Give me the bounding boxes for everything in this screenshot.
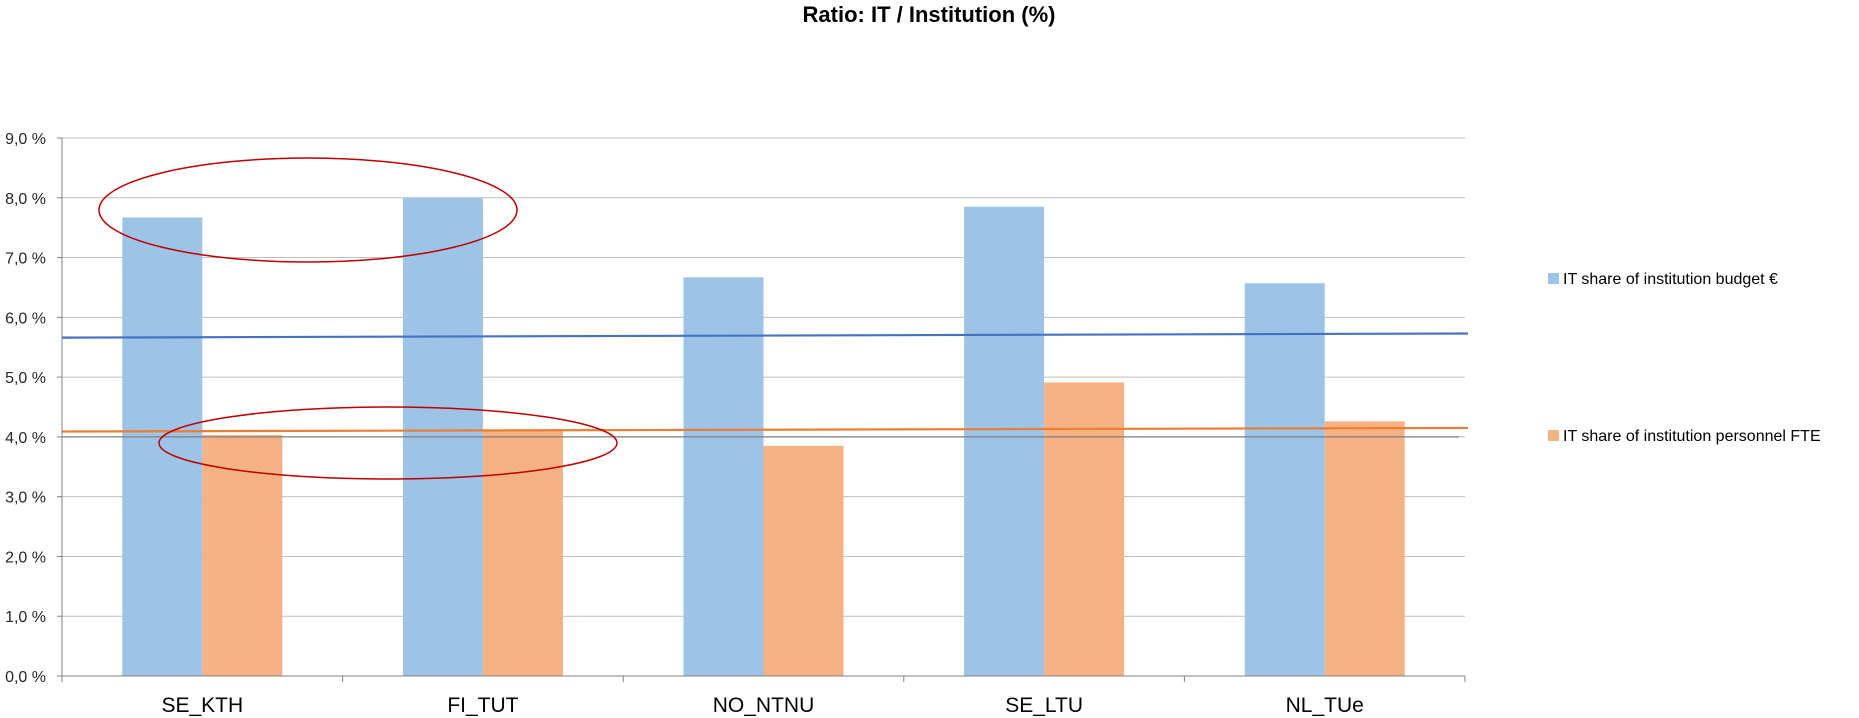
- bar-personnel-no_ntnu: [763, 445, 844, 676]
- bar-personnel-nl_tue: [1324, 421, 1405, 676]
- x-category-label: SE_KTH: [161, 694, 243, 717]
- legend-label-personnel: IT share of institution personnel FTE: [1563, 428, 1821, 445]
- bar-budget-no_ntnu: [683, 277, 764, 676]
- legend: IT share of institution budget € IT share…: [1548, 271, 1821, 445]
- y-tick-label: 4,0 %: [5, 430, 46, 447]
- y-tick-label: 0,0 %: [5, 669, 46, 686]
- x-category-label: FI_TUT: [447, 694, 518, 717]
- legend-label-budget: IT share of institution budget €: [1563, 271, 1778, 288]
- y-tick-label: 5,0 %: [5, 370, 46, 387]
- x-category-labels: SE_KTH FI_TUT NO_NTNU SE_LTU NL_TUe: [161, 694, 1363, 717]
- y-tick-label: 3,0 %: [5, 490, 46, 507]
- annotations: [98, 157, 618, 480]
- bar-personnel-se_ltu: [1044, 382, 1125, 676]
- bar-budget-se_ltu: [964, 206, 1045, 676]
- annotation-ellipse-personnel: [158, 406, 618, 480]
- x-category-label: NL_TUe: [1286, 694, 1364, 717]
- trendline-budget: [61, 332, 1469, 339]
- y-tick-label: 6,0 %: [5, 310, 46, 327]
- legend-swatch-personnel: [1548, 430, 1559, 441]
- y-tick-labels: 0,0 % 1,0 % 2,0 % 3,0 % 4,0 % 5,0 % 6,0 % 7,0 %…: [5, 131, 46, 686]
- y-tick-label: 9,0 %: [5, 131, 46, 148]
- annotation-ellipse-budget: [98, 157, 518, 263]
- legend-swatch-budget: [1548, 273, 1559, 284]
- y-tick-label: 2,0 %: [5, 549, 46, 566]
- bar-personnel-fi_tut: [482, 429, 563, 676]
- y-tick-label: 1,0 %: [5, 609, 46, 626]
- y-tick-label: 7,0 %: [5, 251, 46, 268]
- x-category-label: NO_NTNU: [713, 694, 815, 717]
- bar-personnel-se_kth: [202, 435, 283, 676]
- bar-budget-se_kth: [122, 217, 203, 676]
- axes: [57, 137, 1466, 682]
- trendlines: [61, 332, 1469, 433]
- x-category-label: SE_LTU: [1005, 694, 1083, 717]
- chart-title: Ratio: IT / Institution (%): [803, 2, 1056, 27]
- y-tick-label: 8,0 %: [5, 191, 46, 208]
- trendline-personnel: [61, 426, 1469, 433]
- bar-budget-nl_tue: [1244, 283, 1325, 676]
